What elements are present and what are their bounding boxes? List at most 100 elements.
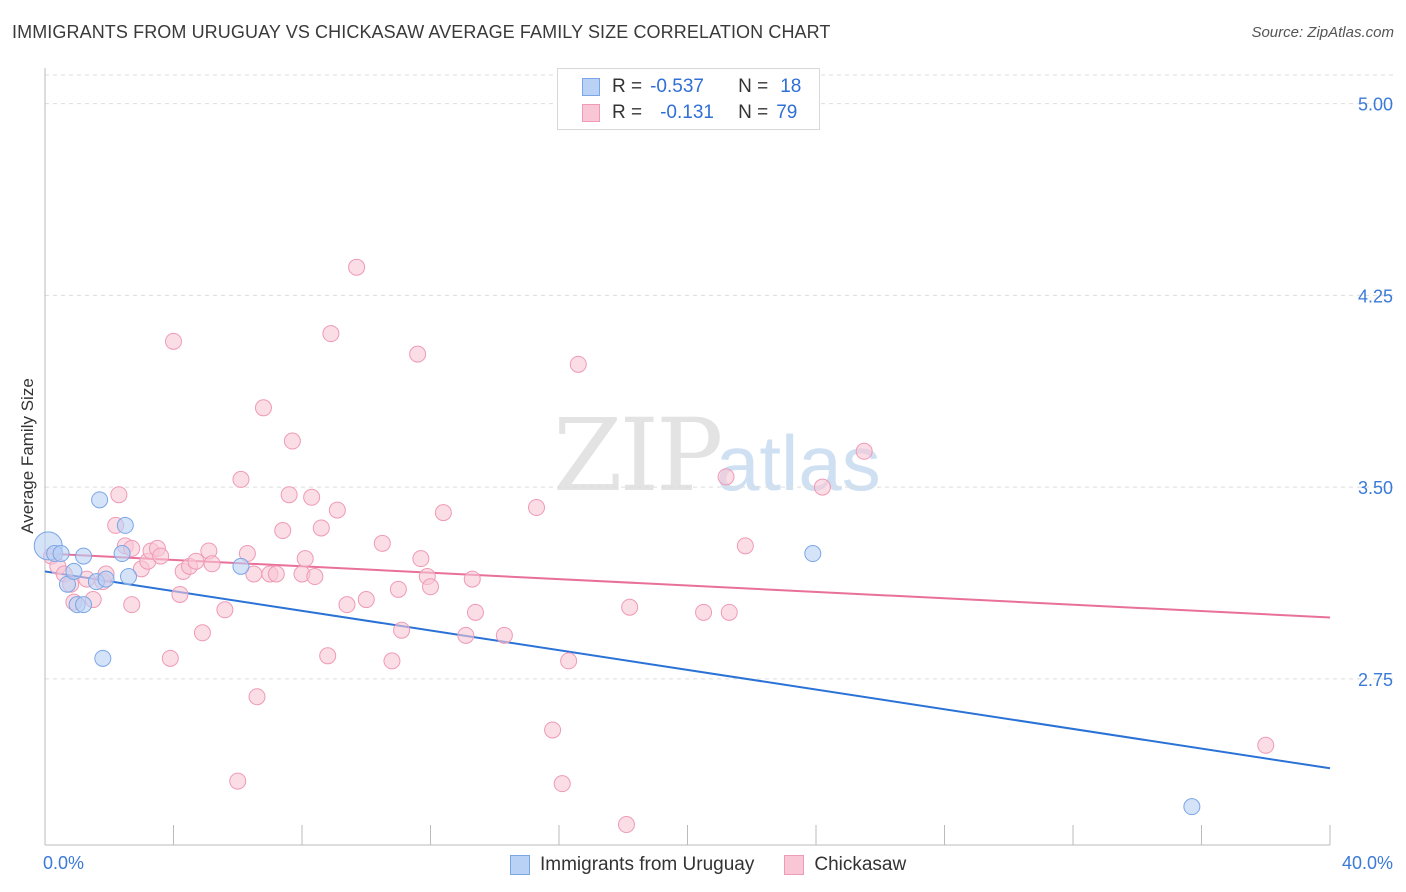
tick-labels: 2.75 3.50 4.25 5.00 0.0% 40.0% bbox=[43, 95, 1393, 873]
point-chickasaw bbox=[621, 598, 639, 616]
point-chickasaw bbox=[528, 499, 546, 517]
grid-lines bbox=[45, 74, 1395, 680]
point-uruguay bbox=[94, 649, 112, 667]
point-uruguay bbox=[91, 491, 109, 509]
point-uruguay bbox=[75, 547, 93, 565]
point-chickasaw bbox=[280, 486, 298, 504]
point-chickasaw bbox=[466, 603, 484, 621]
legend-r-value: -0.131 bbox=[660, 102, 714, 123]
point-chickasaw bbox=[348, 258, 366, 276]
point-chickasaw bbox=[569, 355, 587, 373]
point-chickasaw bbox=[152, 547, 170, 565]
legend-n-label: N = bbox=[738, 102, 769, 123]
point-chickasaw bbox=[123, 596, 141, 614]
source-label: Source: ZipAtlas.com bbox=[1251, 24, 1394, 41]
point-chickasaw bbox=[193, 624, 211, 642]
series-legend-chickasaw: Chickasaw bbox=[784, 854, 906, 876]
point-chickasaw bbox=[216, 601, 234, 619]
point-uruguay bbox=[232, 557, 250, 575]
y-tick-label: 5.00 bbox=[1358, 95, 1393, 115]
point-chickasaw bbox=[412, 550, 430, 568]
point-chickasaw bbox=[855, 442, 873, 460]
point-uruguay bbox=[97, 570, 115, 588]
series-swatch-uruguay bbox=[510, 855, 530, 875]
legend-r-value: -0.537 bbox=[650, 76, 704, 97]
legend-row-chickasaw: R = -0.131 N = 79 bbox=[582, 101, 797, 125]
legend-swatch-uruguay bbox=[582, 78, 600, 96]
y-tick-label: 4.25 bbox=[1358, 286, 1393, 306]
point-chickasaw bbox=[328, 501, 346, 519]
point-chickasaw bbox=[720, 603, 738, 621]
point-uruguay bbox=[65, 562, 83, 580]
trend-line-chickasaw bbox=[44, 552, 1331, 619]
point-chickasaw bbox=[736, 537, 754, 555]
legend-swatch-chickasaw bbox=[582, 104, 600, 122]
legend-n-value: 18 bbox=[780, 76, 802, 97]
point-chickasaw bbox=[373, 534, 391, 552]
point-chickasaw bbox=[229, 772, 247, 790]
chart-title: IMMIGRANTS FROM URUGUAY VS CHICKASAW AVE… bbox=[12, 22, 831, 42]
point-chickasaw bbox=[171, 585, 189, 603]
point-chickasaw bbox=[495, 626, 513, 644]
point-chickasaw bbox=[695, 603, 713, 621]
point-chickasaw bbox=[319, 647, 337, 665]
point-chickasaw bbox=[434, 504, 452, 522]
point-chickasaw bbox=[267, 565, 285, 583]
series-legend-uruguay: Immigrants from Uruguay bbox=[510, 854, 754, 876]
trend-line-uruguay bbox=[44, 570, 1331, 770]
point-chickasaw bbox=[274, 522, 292, 540]
point-chickasaw bbox=[248, 688, 266, 706]
data-points bbox=[33, 258, 1275, 834]
point-uruguay bbox=[116, 516, 134, 534]
y-axis-label: Average Family Size bbox=[18, 378, 37, 534]
point-uruguay bbox=[804, 545, 822, 563]
point-chickasaw bbox=[357, 591, 375, 609]
point-chickasaw bbox=[463, 570, 481, 588]
series-label-chickasaw: Chickasaw bbox=[814, 854, 907, 875]
point-chickasaw bbox=[338, 596, 356, 614]
axes bbox=[44, 68, 1331, 846]
point-uruguay bbox=[75, 596, 93, 614]
watermark-atlas: atlas bbox=[716, 419, 881, 507]
series-swatch-chickasaw bbox=[784, 855, 805, 875]
point-chickasaw bbox=[389, 580, 407, 598]
point-uruguay bbox=[120, 568, 138, 586]
x-tick-label-min: 0.0% bbox=[43, 853, 84, 873]
x-tick-label-max: 40.0% bbox=[1342, 853, 1393, 873]
point-uruguay bbox=[52, 545, 70, 563]
point-chickasaw bbox=[409, 345, 427, 363]
y-tick-label: 2.75 bbox=[1358, 670, 1393, 690]
legend-n-label: N = bbox=[738, 76, 769, 97]
point-chickasaw bbox=[617, 816, 635, 834]
legend-n-value: 79 bbox=[776, 102, 798, 123]
point-chickasaw bbox=[717, 468, 735, 486]
point-chickasaw bbox=[187, 552, 205, 570]
legend-r-label: R = bbox=[612, 102, 643, 123]
point-chickasaw bbox=[283, 432, 301, 450]
series-label-uruguay: Immigrants from Uruguay bbox=[540, 854, 755, 875]
point-chickasaw bbox=[383, 652, 401, 670]
point-chickasaw bbox=[457, 626, 475, 644]
correlation-legend: R = -0.537 N = 18 R = -0.131 N = 79 bbox=[557, 68, 820, 130]
point-chickasaw bbox=[232, 470, 250, 488]
point-chickasaw bbox=[553, 775, 571, 793]
legend-row-uruguay: R = -0.537 N = 18 bbox=[582, 75, 801, 99]
point-chickasaw bbox=[306, 568, 324, 586]
point-chickasaw bbox=[296, 550, 314, 568]
point-chickasaw bbox=[254, 399, 272, 417]
point-uruguay bbox=[113, 545, 131, 563]
point-chickasaw bbox=[544, 721, 562, 739]
legend-r-label: R = bbox=[612, 76, 643, 97]
watermark-zip: ZIP bbox=[553, 397, 720, 514]
point-chickasaw bbox=[165, 332, 182, 350]
trend-lines bbox=[44, 552, 1331, 770]
series-legend: Immigrants from Uruguay Chickasaw bbox=[510, 852, 936, 878]
y-tick-label: 3.50 bbox=[1358, 478, 1393, 498]
point-chickasaw bbox=[161, 649, 179, 667]
point-chickasaw bbox=[303, 488, 321, 506]
point-chickasaw bbox=[393, 621, 411, 639]
point-chickasaw bbox=[203, 555, 221, 573]
point-chickasaw bbox=[110, 486, 128, 504]
point-chickasaw bbox=[813, 478, 831, 496]
